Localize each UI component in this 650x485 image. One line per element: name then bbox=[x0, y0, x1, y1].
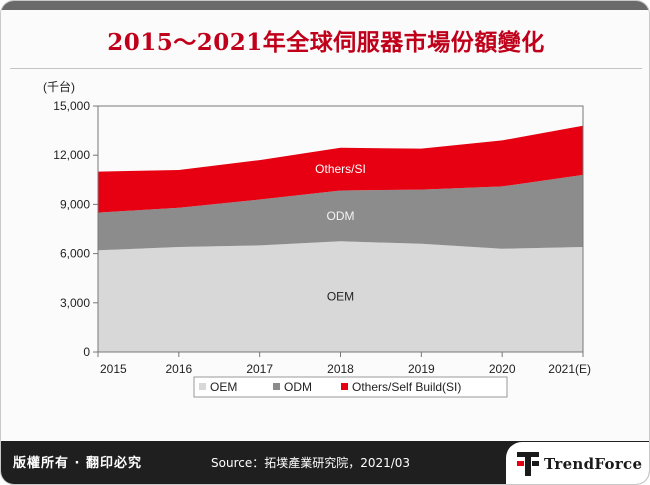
x-tick-label: 2019 bbox=[408, 362, 435, 376]
legend-label: OEM bbox=[210, 380, 237, 394]
chart-svg: 0 3,000 6,000 9,000 12,000 15,000 (千台) 2015 2016… bbox=[43, 79, 591, 398]
legend-label: ODM bbox=[284, 380, 312, 394]
y-tick-label: 9,000 bbox=[60, 197, 90, 211]
legend-box bbox=[193, 376, 508, 398]
y-tick-label: 15,000 bbox=[53, 99, 90, 113]
title-divider bbox=[10, 68, 642, 69]
trendforce-logo-icon bbox=[517, 452, 539, 476]
x-tick-label: 2015 bbox=[100, 362, 127, 376]
x-tick-label: 2021(E) bbox=[548, 362, 591, 376]
legend-swatch bbox=[199, 383, 206, 390]
y-tick-label: 3,000 bbox=[60, 296, 90, 310]
series-inline-label: OEM bbox=[327, 290, 354, 304]
y-tick-label: 12,000 bbox=[53, 148, 90, 162]
series-inline-label: ODM bbox=[327, 209, 355, 223]
x-tick-label: 2018 bbox=[327, 362, 354, 376]
legend-swatch bbox=[273, 383, 280, 390]
area-others-self-build-si- bbox=[98, 125, 583, 213]
trendforce-logo: TrendForce bbox=[506, 442, 649, 484]
x-tick-label: 2016 bbox=[165, 362, 192, 376]
y-tick-label: 6,000 bbox=[60, 247, 90, 261]
y-axis-unit-label: (千台) bbox=[43, 79, 75, 94]
legend-swatch bbox=[341, 383, 348, 390]
series-inline-label: Others/SI bbox=[315, 162, 366, 176]
top-bar bbox=[1, 1, 649, 10]
y-tick-label: 0 bbox=[83, 345, 90, 359]
area-oem bbox=[98, 241, 583, 352]
x-tick-label: 2017 bbox=[246, 362, 273, 376]
legend-label: Others/Self Build(SI) bbox=[352, 380, 461, 394]
copyright-notice: 版權所有 · 翻印必究 bbox=[13, 456, 142, 471]
chart-title: 2015～2021年全球伺服器市場份額變化 bbox=[107, 29, 545, 56]
x-tick-label: 2020 bbox=[489, 362, 516, 376]
trendforce-logo-text: TrendForce bbox=[544, 455, 643, 473]
source-note: Source：拓墣產業研究院，2021/03 bbox=[211, 456, 411, 470]
area-odm bbox=[98, 174, 583, 251]
